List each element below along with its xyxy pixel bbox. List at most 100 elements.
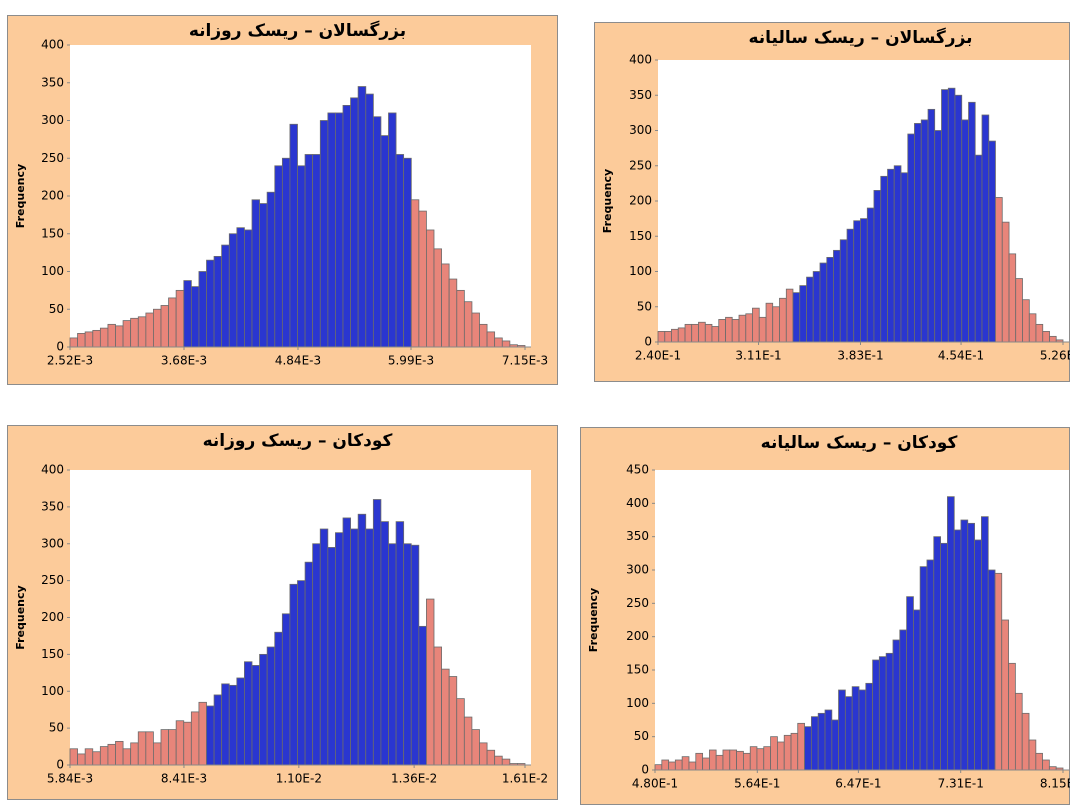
bar [251,665,260,766]
bar [501,340,511,348]
x-tick-label: 1.10E-2 [276,772,322,786]
bar [804,726,812,771]
bar [274,165,283,348]
bar [860,218,868,343]
x-tick-label: 7.31E-1 [938,777,984,791]
bar [758,316,767,343]
bar [684,323,693,343]
y-tick-label: 250 [41,151,64,165]
bar [213,694,223,766]
bar [799,285,807,343]
bar [980,516,989,771]
x-tick-label: 1.36E-2 [391,772,437,786]
bar [281,613,291,766]
bar [99,746,109,766]
bar [797,722,805,771]
bar [785,288,794,343]
bar [160,305,169,348]
bar [92,329,101,348]
bar [738,314,747,343]
bar [456,698,465,766]
bar [190,711,200,766]
bar [681,756,690,771]
y-tick-label: 0 [56,758,64,772]
bar [824,709,833,771]
bar [1008,253,1017,343]
bar [251,199,260,348]
bar [365,93,374,348]
bar [722,749,731,771]
bar [1001,221,1010,343]
y-tick-label: 200 [41,610,64,624]
bar [327,547,336,766]
bar [698,321,706,343]
bar [494,337,503,348]
chart-title: کودکان – ریسک سالیانه [761,433,958,453]
y-axis-label: Frequency [587,588,600,652]
bar [426,598,435,766]
y-axis-label: Frequency [14,164,27,228]
bar [84,748,94,766]
bar [259,203,268,348]
bar [228,233,238,348]
bar [107,743,116,766]
bar [471,312,480,348]
bar [994,572,1003,771]
x-tick-label: 6.47E-1 [835,777,881,791]
bar [137,316,147,348]
bar [776,741,785,771]
bar [266,191,276,348]
bar [1008,662,1016,771]
bar [715,754,724,771]
bar [266,646,276,766]
bar [153,308,162,348]
y-tick-label: 0 [56,340,64,354]
chart-title: بزرگسالان – ریسک سالیانه [748,27,972,48]
bar [342,105,351,348]
y-tick-label: 150 [41,647,64,661]
y-tick-label: 250 [629,158,652,172]
bar [69,337,78,348]
chart: بزرگسالان – ریسک روزانه Frequency 0 50 100 15… [7,15,558,385]
y-tick-label: 250 [626,596,649,610]
bar [887,168,895,343]
y-tick-label: 300 [41,536,64,550]
x-tick-label: 7.15E-3 [502,354,548,368]
bar [418,210,427,348]
y-tick-label: 250 [41,573,64,587]
bar [749,746,758,771]
chart: کودکان – ریسک سالیانه Frequency 0 50 100 150 2… [580,427,1070,805]
bar [725,316,733,343]
bar [661,759,670,771]
bar [752,307,760,343]
bar [873,190,882,343]
bar [763,746,771,771]
bar [448,278,458,348]
bar [953,529,962,771]
bar [486,331,496,348]
bar [927,108,936,343]
bar [745,313,753,343]
y-axis-label: Frequency [601,169,614,233]
x-tick-label: 4.54E-1 [938,349,984,363]
bar [319,528,329,766]
bar [819,262,828,343]
bar [274,631,283,766]
y-tick-label: 300 [626,563,649,577]
bar [695,752,704,771]
bar [84,331,94,348]
y-tick-label: 50 [634,729,649,743]
chart: کودکان – ریسک روزانه Frequency 0 50 100 150 20… [7,425,558,800]
bar [729,749,738,771]
bar [960,519,969,771]
bar [1021,712,1030,771]
bar [900,172,909,343]
bar [153,742,162,766]
bar [878,656,887,771]
y-tick-label: 50 [49,302,64,316]
bar [380,135,389,348]
bar [357,86,367,348]
bar [688,761,697,771]
y-tick-label: 400 [629,53,652,67]
bar [833,249,841,343]
